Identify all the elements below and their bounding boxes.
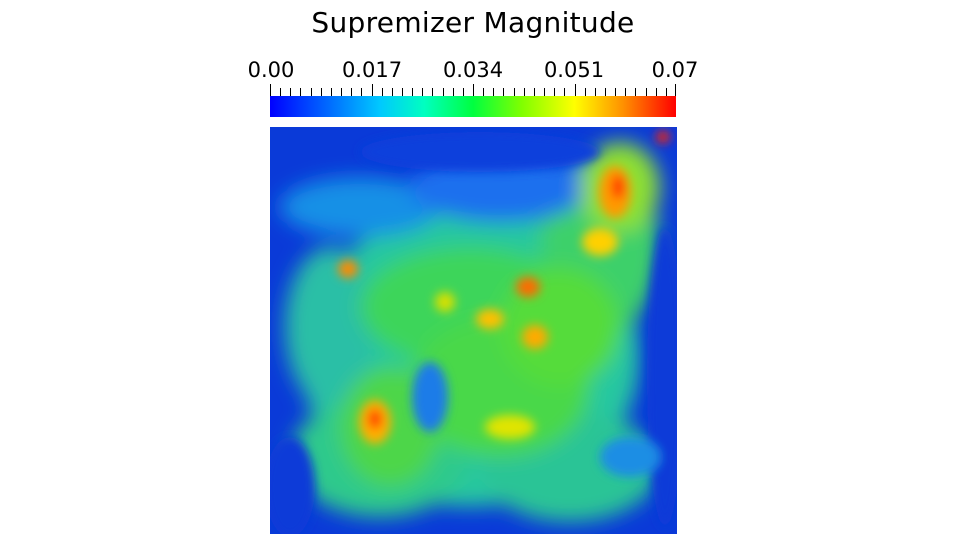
colorbar-tick [575, 84, 576, 96]
colorbar-tick [675, 84, 676, 96]
colorbar-tick [412, 88, 413, 96]
colorbar-tick [656, 88, 657, 96]
colorbar-tick [646, 88, 647, 96]
colorbar-label-3: 0.034 [442, 58, 504, 82]
colorbar-tick [280, 88, 281, 96]
colorbar-tick [321, 88, 322, 96]
colorbar-label-4: 0.051 [543, 58, 605, 82]
colorbar-tick [443, 88, 444, 96]
colorbar-tick [432, 88, 433, 96]
colorbar-tick [382, 88, 383, 96]
colorbar-tick [635, 88, 636, 96]
colorbar-tick [331, 88, 332, 96]
colorbar-tick [605, 88, 606, 96]
colorbar-label-max: 0.07 [651, 58, 699, 82]
colorbar-tick [595, 88, 596, 96]
colorbar-tick [483, 88, 484, 96]
plot-title: Supremizer Magnitude [311, 6, 635, 39]
colorbar-tick [361, 88, 362, 96]
colorbar-tick [290, 88, 291, 96]
colorbar-ticks [270, 84, 676, 96]
colorbar-tick [270, 84, 271, 96]
colorbar-tick [422, 88, 423, 96]
colorbar [270, 96, 676, 117]
colorbar-label-min: 0.00 [247, 58, 295, 82]
colorbar-tick [544, 88, 545, 96]
colorbar-tick [666, 88, 667, 96]
colorbar-tick [311, 88, 312, 96]
colorbar-tick [534, 88, 535, 96]
colorbar-tick [300, 88, 301, 96]
colorbar-tick [473, 84, 474, 96]
magnitude-field [270, 127, 677, 534]
colorbar-tick [402, 88, 403, 96]
colorbar-tick [341, 88, 342, 96]
colorbar-tick [463, 88, 464, 96]
colorbar-tick [564, 88, 565, 96]
colorbar-tick [524, 88, 525, 96]
colorbar-tick [351, 88, 352, 96]
colorbar-tick [493, 88, 494, 96]
colorbar-labels: 0.00 0.017 0.034 0.051 0.07 [0, 58, 954, 86]
colorbar-tick [503, 88, 504, 96]
colorbar-tick [514, 88, 515, 96]
colorbar-tick [372, 84, 373, 96]
colorbar-tick [585, 88, 586, 96]
colorbar-tick [554, 88, 555, 96]
colorbar-tick [615, 88, 616, 96]
colorbar-tick [392, 88, 393, 96]
colorbar-tick [625, 88, 626, 96]
colorbar-label-2: 0.017 [341, 58, 403, 82]
colorbar-tick [453, 88, 454, 96]
